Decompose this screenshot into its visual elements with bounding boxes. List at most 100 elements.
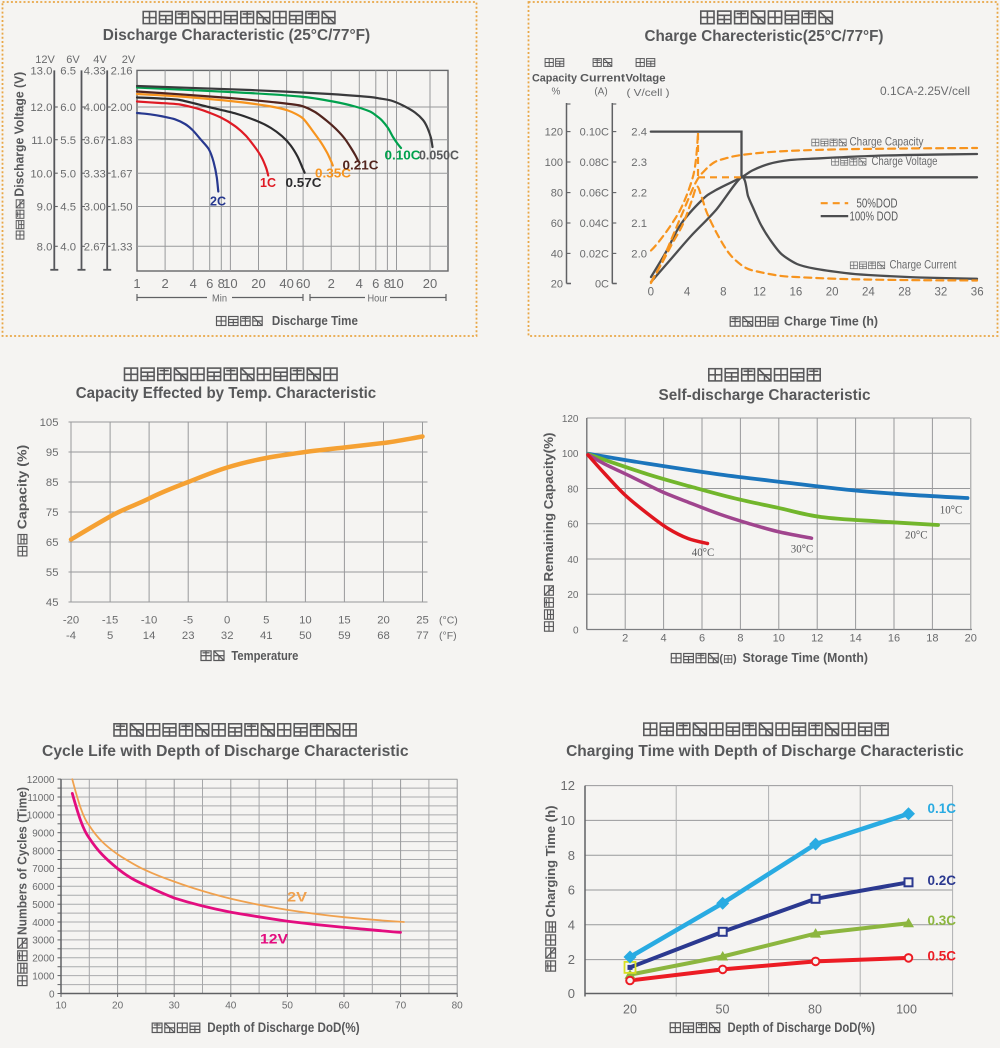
svg-text:1: 1 (133, 276, 140, 291)
svg-text:20: 20 (377, 615, 390, 627)
svg-text:0: 0 (49, 989, 55, 1000)
svg-text:20: 20 (826, 287, 839, 299)
svg-text:60: 60 (296, 276, 310, 291)
svg-text:Remaining Capacity(%): Remaining Capacity(%) (541, 433, 556, 582)
svg-text:1C: 1C (260, 176, 276, 190)
svg-text:6.0: 6.0 (60, 102, 76, 114)
svg-text:Charge Time (h): Charge Time (h) (784, 314, 878, 329)
svg-text:30°C: 30°C (791, 544, 814, 556)
svg-text:3000: 3000 (32, 936, 55, 947)
svg-text:2V: 2V (287, 890, 307, 905)
svg-text:10.0: 10.0 (30, 168, 52, 180)
svg-text:3.00: 3.00 (84, 202, 106, 214)
svg-text:Charge Current: Charge Current (890, 257, 958, 271)
svg-text:0.21C: 0.21C (343, 159, 379, 173)
svg-text:8: 8 (568, 848, 575, 863)
svg-text:2.67: 2.67 (84, 241, 106, 253)
svg-text:10: 10 (561, 813, 575, 828)
svg-text:50: 50 (299, 630, 312, 642)
svg-text:Current: Current (580, 73, 625, 85)
svg-text:77: 77 (416, 630, 429, 642)
svg-text:10: 10 (223, 276, 237, 291)
svg-text:2: 2 (622, 633, 628, 645)
svg-text:1.67: 1.67 (111, 168, 133, 180)
svg-text:-20: -20 (63, 615, 79, 627)
svg-text:4.5: 4.5 (60, 202, 76, 214)
svg-text:4: 4 (661, 633, 667, 645)
svg-text:Temperature: Temperature (231, 648, 298, 663)
svg-text:10: 10 (55, 1001, 67, 1012)
svg-text:40: 40 (567, 555, 579, 566)
svg-text:10: 10 (299, 615, 312, 627)
svg-text:-10: -10 (141, 615, 157, 627)
svg-text:5.5: 5.5 (60, 135, 76, 147)
svg-text:8: 8 (218, 276, 225, 291)
svg-text:Self-discharge Characteristic: Self-discharge Characteristic (659, 387, 871, 404)
svg-text:105: 105 (40, 417, 59, 429)
svg-text:20: 20 (623, 1003, 637, 1017)
svg-text:Numbers of Cycles (Time): Numbers of Cycles (Time) (16, 787, 30, 935)
svg-text:75: 75 (46, 507, 59, 519)
svg-text:16: 16 (790, 287, 803, 299)
svg-text:0: 0 (648, 287, 654, 299)
svg-text:41: 41 (260, 630, 273, 642)
svg-text:1.83: 1.83 (111, 135, 133, 147)
svg-text:6000: 6000 (32, 882, 55, 893)
svg-text:%: % (552, 87, 561, 98)
svg-text:0.02C: 0.02C (580, 249, 609, 261)
svg-text:Voltage: Voltage (626, 73, 666, 85)
svg-text:0.1CA-2.25V/cell: 0.1CA-2.25V/cell (880, 84, 970, 98)
svg-text:Cycle Life with Depth of Disch: Cycle Life with Depth of Discharge Chara… (42, 743, 409, 760)
svg-text:(A): (A) (594, 87, 607, 98)
svg-text:18: 18 (926, 633, 938, 645)
svg-text:68: 68 (377, 630, 390, 642)
svg-text:16: 16 (888, 633, 900, 645)
svg-text:0.5C: 0.5C (928, 949, 957, 964)
svg-text:5: 5 (107, 630, 113, 642)
svg-text:50%DOD: 50%DOD (857, 197, 898, 211)
svg-text:(: ( (719, 653, 723, 665)
svg-text:0.57C: 0.57C (286, 176, 322, 190)
svg-text:4: 4 (356, 276, 363, 291)
svg-text:95: 95 (46, 447, 59, 459)
svg-text:1.33: 1.33 (111, 241, 133, 253)
svg-text:6: 6 (206, 276, 213, 291)
svg-text:12: 12 (753, 287, 766, 299)
svg-text:5.0: 5.0 (60, 168, 76, 180)
svg-text:(°C): (°C) (439, 615, 458, 627)
svg-text:Charging Time (h): Charging Time (h) (543, 806, 558, 918)
svg-text:40: 40 (225, 1001, 237, 1012)
svg-text:0.1C: 0.1C (928, 801, 957, 816)
svg-text:0: 0 (568, 986, 575, 1001)
svg-text:4: 4 (568, 917, 575, 932)
svg-text:4000: 4000 (32, 918, 55, 929)
svg-text:100% DOD: 100% DOD (850, 209, 899, 223)
svg-text:13.0: 13.0 (30, 66, 52, 78)
svg-text:0.10C: 0.10C (385, 149, 421, 163)
svg-text:80: 80 (551, 188, 563, 200)
svg-text:2: 2 (161, 276, 168, 291)
svg-text:12: 12 (561, 778, 575, 793)
svg-text:80: 80 (452, 1001, 464, 1012)
svg-text:6: 6 (699, 633, 705, 645)
svg-text:11.0: 11.0 (31, 135, 52, 147)
svg-text:5000: 5000 (32, 900, 55, 911)
svg-text:20: 20 (965, 633, 977, 645)
svg-text:Charging Time with Depth of Di: Charging Time with Depth of Discharge Ch… (566, 743, 964, 760)
svg-text:8.0: 8.0 (37, 241, 53, 253)
svg-text:Capacity: Capacity (532, 73, 578, 85)
svg-text:0.04C: 0.04C (580, 218, 609, 230)
svg-text:2: 2 (568, 952, 575, 967)
svg-text:7000: 7000 (32, 864, 55, 875)
svg-text:20: 20 (251, 276, 265, 291)
svg-text:-5: -5 (183, 615, 193, 627)
svg-text:0.06C: 0.06C (580, 188, 609, 200)
svg-text:2C: 2C (210, 195, 226, 209)
svg-text:55: 55 (46, 567, 59, 579)
svg-text:120: 120 (545, 127, 563, 139)
svg-text:85: 85 (46, 477, 59, 489)
svg-text:9000: 9000 (32, 829, 55, 840)
svg-text:2.16: 2.16 (111, 66, 133, 78)
svg-text:100: 100 (545, 157, 563, 169)
svg-text:1.50: 1.50 (111, 202, 133, 214)
